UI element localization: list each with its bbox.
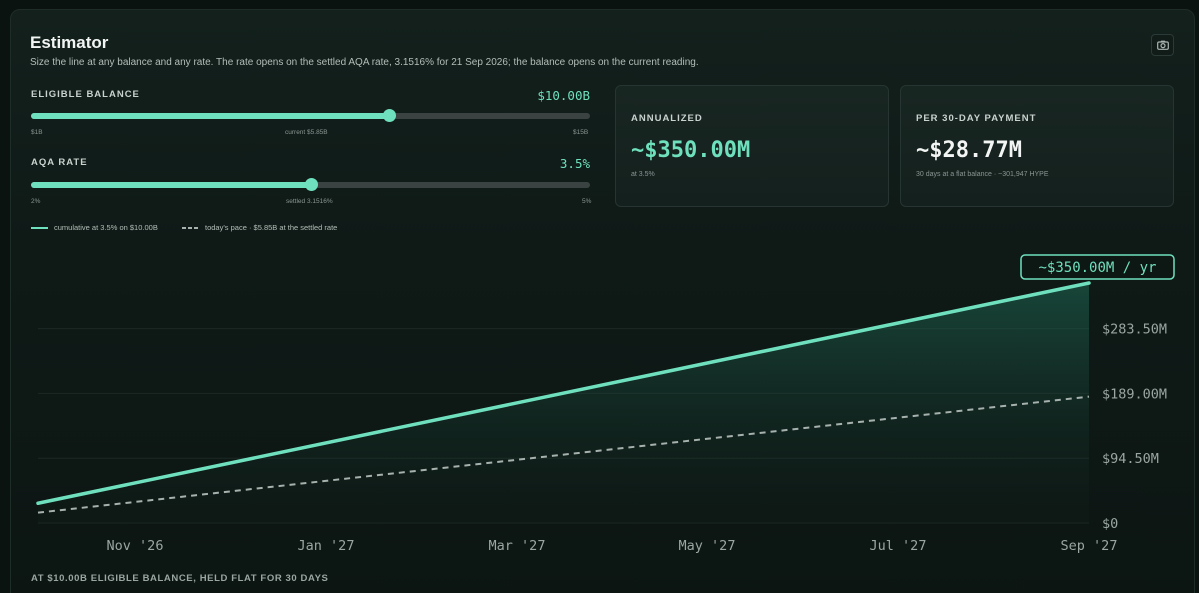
balance-current-label: current $5.85B [285, 129, 328, 136]
legend-dashed-label: today's pace · $5.85B at the settled rat… [205, 223, 338, 232]
x-tick-label: Jan '27 [298, 538, 355, 554]
x-tick-label: Sep '27 [1061, 538, 1118, 554]
balance-value: $10.00B [537, 88, 590, 103]
x-tick-label: Mar '27 [489, 538, 546, 554]
cumulative-area [38, 283, 1089, 523]
cumulative-line [36, 281, 1091, 506]
balance-slider-fill [31, 113, 389, 119]
rate-slider-fill [31, 182, 311, 188]
per-payment-note: 30 days at a flat balance · ~301,947 HYP… [916, 171, 1049, 178]
balance-max-label: $15B [573, 129, 589, 136]
end-badge-box [1020, 254, 1175, 280]
today-pace-line [37, 395, 1090, 514]
projection-chart: $0 $94.50M $189.00M $283.50M Nov '26 Jan '27… [36, 254, 1175, 554]
camera-icon [1156, 40, 1169, 50]
y-tick-label: $283.50M [1102, 322, 1167, 338]
legend-solid-label: cumulative at 3.5% on $10.00B [54, 223, 158, 232]
x-tick-label: Jul '27 [870, 538, 927, 554]
end-badge: ~$350.00M / yr [1020, 254, 1175, 280]
page-title: Estimator [30, 33, 109, 52]
rate-min-label: 2% [31, 198, 41, 205]
screenshot-button[interactable] [1151, 34, 1174, 56]
legend-solid: cumulative at 3.5% on $10.00B [31, 223, 158, 232]
rate-slider-thumb[interactable] [304, 178, 318, 191]
annualized-value: ~$350.00M [631, 138, 751, 163]
annualized-label: ANNUALIZED [631, 113, 703, 124]
balance-slider[interactable] [31, 109, 590, 122]
rate-settled-label: settled 3.1516% [286, 198, 333, 205]
y-tick-label: $94.50M [1102, 451, 1159, 467]
legend-solid-swatch [31, 226, 48, 229]
y-tick-label: $0 [1102, 516, 1118, 532]
balance-min-label: $1B [31, 129, 43, 136]
x-axis: Nov '26 Jan '27 Mar '27 May '27 Jul '27 Sep '… [107, 538, 1118, 554]
footer-note: AT $10.00B ELIGIBLE BALANCE, HELD FLAT F… [31, 573, 329, 584]
x-tick-label: Nov '26 [107, 538, 164, 554]
rate-slider[interactable] [31, 178, 590, 191]
per-payment-label: PER 30-DAY PAYMENT [916, 113, 1037, 124]
balance-label: ELIGIBLE BALANCE [31, 89, 140, 100]
annualized-note: at 3.5% [631, 171, 655, 178]
rate-value: 3.5% [559, 156, 590, 171]
annualized-card: ANNUALIZED ~$350.00M at 3.5% [615, 85, 889, 207]
page-subtitle: Size the line at any balance and any rat… [30, 57, 699, 68]
balance-slider-thumb[interactable] [382, 109, 396, 122]
per-payment-card: PER 30-DAY PAYMENT ~$28.77M 30 days at a… [900, 85, 1174, 207]
y-tick-label: $189.00M [1102, 386, 1167, 402]
legend-dashed: today's pace · $5.85B at the settled rat… [182, 223, 337, 232]
per-payment-value: ~$28.77M [916, 138, 1022, 163]
rate-max-label: 5% [582, 198, 592, 205]
end-badge-text: ~$350.00M / yr [1038, 260, 1156, 276]
rate-label: AQA RATE [31, 157, 88, 168]
y-axis: $0 $94.50M $189.00M $283.50M [1102, 322, 1167, 532]
x-tick-label: May '27 [679, 538, 736, 554]
legend-dashed-swatch [182, 226, 199, 229]
